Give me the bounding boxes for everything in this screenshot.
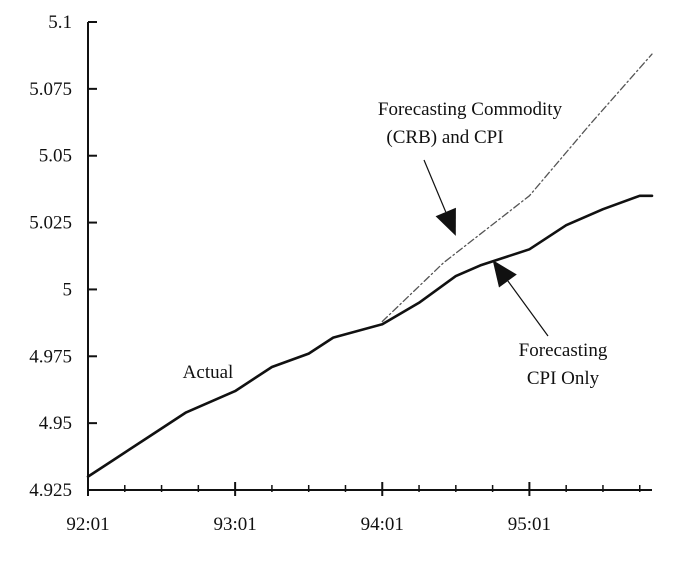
series-line-1 <box>381 53 653 323</box>
y-tick-label-7: 5.1 <box>48 12 72 33</box>
y-tick-label-1: 4.95 <box>39 413 72 434</box>
x-tick-label-3: 95:01 <box>508 514 551 535</box>
annotation-cpi-line-1: Forecasting <box>519 340 608 361</box>
pointer-arrowhead-cpi <box>492 260 517 288</box>
annotation-crb-line-1: Forecasting Commodity <box>378 99 563 120</box>
series-layer <box>86 53 654 478</box>
x-tick-label-0: 92:01 <box>66 514 109 535</box>
annotation-layer: Forecasting Commodity (CRB) and CPI Fore… <box>183 99 608 389</box>
pointer-line-cpi <box>507 280 549 337</box>
y-tick-label-3: 5 <box>63 279 73 300</box>
y-tick-label-0: 4.925 <box>29 480 72 501</box>
y-tick-label-6: 5.075 <box>29 79 72 100</box>
pointer-line-crb <box>423 159 447 213</box>
pointer-arrowhead-crb <box>435 207 456 236</box>
y-tick-label-5: 5.05 <box>39 146 72 167</box>
x-ticks: 92:01 93:01 94:01 95:01 <box>66 482 641 535</box>
series-line-0 <box>86 194 654 478</box>
chart-axes <box>87 22 652 491</box>
y-ticks: 4.925 4.95 4.975 5 5.025 5.05 5.075 5.1 <box>29 12 97 501</box>
y-tick-label-2: 4.975 <box>29 346 72 367</box>
annotation-actual-label: Actual <box>183 362 234 383</box>
x-tick-label-2: 94:01 <box>361 514 404 535</box>
x-tick-label-1: 93:01 <box>213 514 256 535</box>
y-tick-label-4: 5.025 <box>29 213 72 234</box>
annotation-crb-line-2: (CRB) and CPI <box>386 127 503 148</box>
annotation-cpi-line-2: CPI Only <box>527 368 600 389</box>
